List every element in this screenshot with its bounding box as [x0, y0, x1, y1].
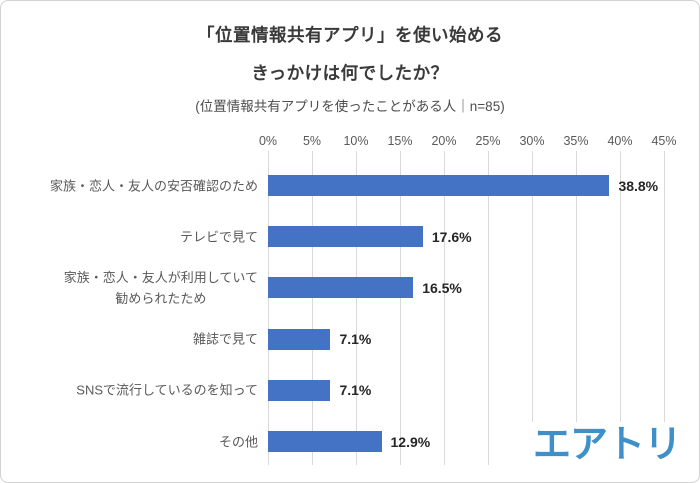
x-gridline — [576, 151, 577, 465]
bar-6 — [268, 431, 382, 452]
x-axis-tick-label: 25% — [475, 134, 501, 148]
x-axis-tick-label: 15% — [387, 134, 413, 148]
bar-2 — [268, 226, 423, 248]
category-label: その他 — [218, 434, 258, 449]
x-gridline — [312, 151, 313, 465]
category-label: 雑誌で見て — [192, 331, 258, 347]
x-gridline — [664, 151, 665, 465]
x-gridline — [400, 151, 401, 465]
x-axis-tick-label: 10% — [343, 134, 369, 148]
chart-title-line1: 「位置情報共有アプリ」を使い始める — [197, 25, 503, 45]
value-label: 17.6% — [431, 228, 472, 245]
category-label: SNSで流行しているのを知って — [76, 382, 258, 398]
bar-5 — [268, 379, 331, 401]
x-gridline — [356, 151, 357, 465]
x-gridline — [620, 151, 621, 465]
bar-4 — [268, 328, 331, 350]
value-label: 16.5% — [422, 279, 462, 296]
x-axis-tick-label: 30% — [519, 134, 545, 148]
value-label: 7.1% — [339, 331, 372, 348]
category-label: 家族・恋人・友人が利用していて 勧められたため — [63, 269, 258, 306]
airtrip-logo: エアトリ — [522, 422, 687, 470]
value-label: 38.8% — [618, 177, 659, 194]
x-axis-tick-label: 20% — [431, 134, 457, 148]
x-axis-tick-label: 0% — [258, 134, 278, 148]
category-label: 家族・恋人・友人の安否確認のため — [49, 178, 258, 193]
bar-1 — [268, 175, 610, 196]
category-label: テレビで見て — [179, 229, 258, 245]
x-axis-tick-label: 45% — [651, 134, 677, 148]
value-label: 12.9% — [390, 433, 431, 450]
chart-subtitle: (位置情報共有アプリを使ったことがある人｜n=85) — [195, 99, 505, 114]
x-gridline — [268, 151, 269, 465]
x-gridline — [488, 151, 489, 465]
x-axis-tick-label: 35% — [563, 134, 589, 148]
value-label: 7.1% — [339, 382, 372, 399]
x-axis-tick-label: 5% — [302, 134, 322, 148]
x-gridline — [532, 151, 533, 465]
x-axis-tick-label: 40% — [607, 134, 633, 148]
bar-3 — [268, 277, 414, 299]
chart-title-line2: きっかけは何でしたか？ — [251, 63, 449, 83]
x-gridline — [444, 151, 445, 465]
